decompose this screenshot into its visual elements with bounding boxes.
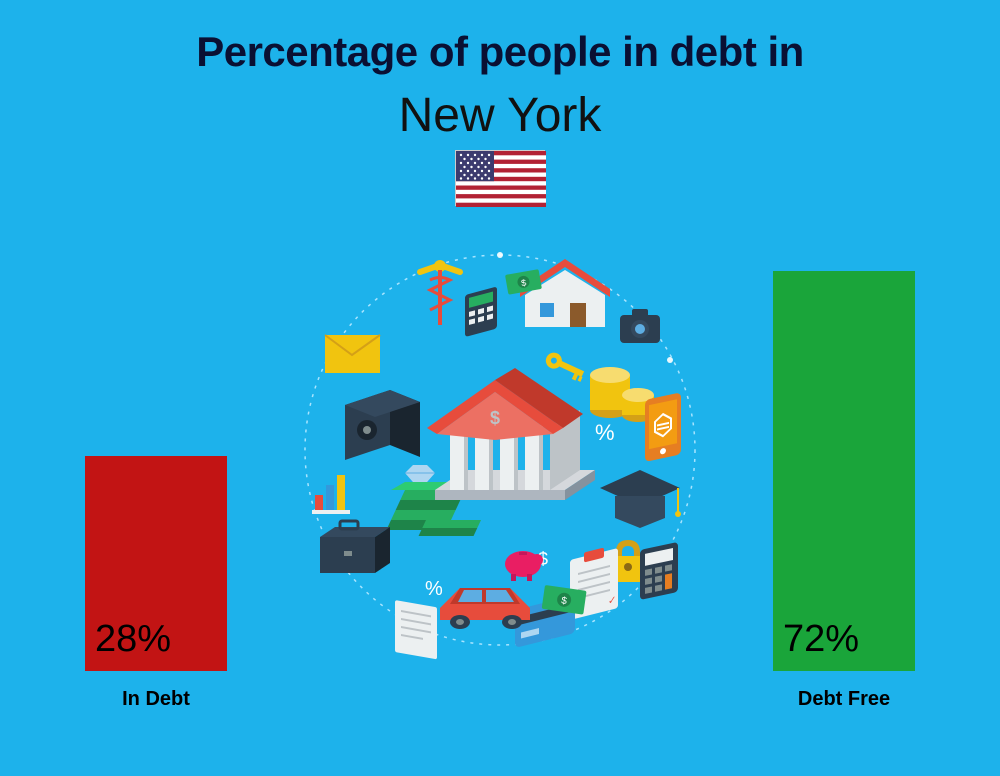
bar-in-debt-value: 28% — [95, 618, 171, 661]
bar-in-debt: 28% In Debt — [85, 456, 227, 671]
camera-icon — [620, 309, 660, 343]
coins-icon — [590, 367, 654, 422]
bar-chart-mini-icon — [312, 475, 350, 514]
calculator-small-icon — [465, 286, 497, 337]
bar-debt-free: 72% Debt Free — [773, 271, 915, 671]
graduation-cap-icon — [600, 470, 681, 528]
bar-in-debt-label: In Debt — [122, 688, 190, 711]
page-title: Percentage of people in debt in — [0, 28, 1000, 76]
car-icon — [440, 588, 530, 629]
bar-debt-free-value: 72% — [783, 618, 859, 661]
clipboard-paper-icon — [395, 600, 437, 659]
svg-text:✓: ✓ — [608, 595, 616, 608]
usa-flag-icon — [455, 150, 545, 206]
piggy-bank-icon — [505, 551, 543, 581]
smartphone-icon — [645, 392, 681, 462]
svg-text:$: $ — [490, 408, 500, 428]
bank-building-icon: $ — [427, 368, 595, 500]
calculator-icon — [640, 542, 678, 600]
bar-debt-free-label: Debt Free — [798, 688, 890, 711]
percent-symbol-icon: % — [595, 420, 615, 445]
briefcase-icon — [320, 521, 390, 573]
house-icon — [520, 259, 610, 327]
finance-illustration: $ — [290, 240, 710, 660]
percent-symbol-icon: % — [425, 578, 443, 600]
caduceus-icon — [420, 260, 460, 325]
safe-icon — [345, 390, 420, 460]
page-subtitle: New York — [0, 88, 1000, 143]
envelope-icon — [325, 335, 380, 373]
key-icon — [543, 350, 587, 383]
